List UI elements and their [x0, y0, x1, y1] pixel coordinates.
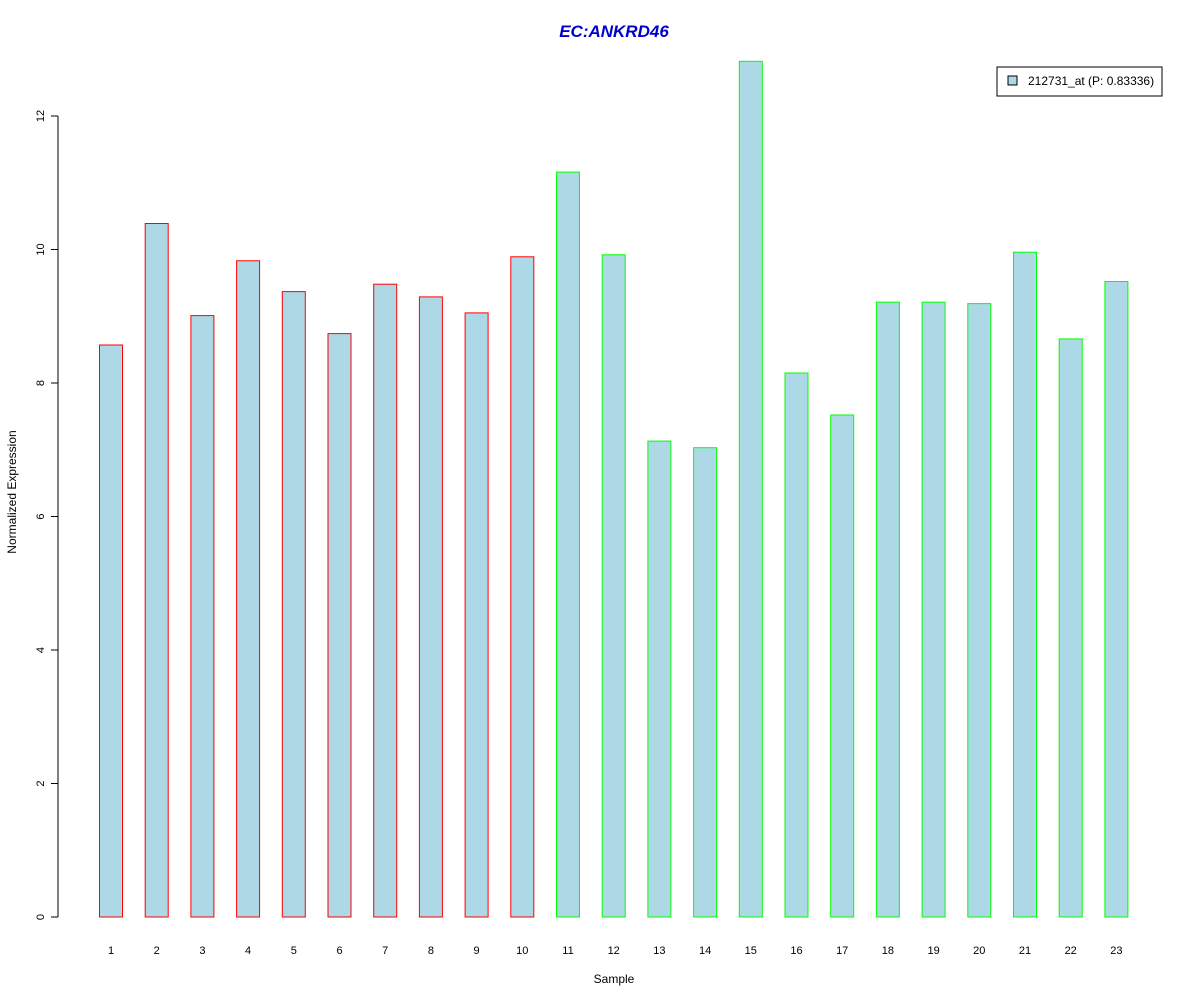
bar-sample-21	[1013, 251, 1037, 918]
bar-sample-5	[281, 291, 306, 918]
x-tick-label: 18	[882, 945, 894, 957]
bar-sample-4	[236, 260, 261, 918]
bar-sample-19	[921, 301, 946, 918]
y-tick-label: 8	[35, 380, 47, 386]
x-tick-label: 10	[516, 945, 528, 957]
x-tick-label: 22	[1065, 945, 1077, 957]
x-tick-label: 9	[474, 945, 480, 957]
bar-sample-22	[1058, 338, 1083, 918]
y-tick-label: 10	[35, 243, 47, 255]
bar-sample-3	[190, 315, 215, 918]
y-axis: 0 2 4 6 8 10 12	[35, 110, 59, 920]
bar-sample-15	[738, 60, 763, 918]
bar-sample-16	[784, 372, 809, 918]
x-tick-label: 2	[154, 945, 160, 957]
y-tick-label: 2	[35, 780, 47, 786]
legend-label: 212731_at (P: 0.83336)	[1028, 74, 1154, 88]
x-tick-label: 13	[653, 945, 665, 957]
x-tick-label: 6	[336, 945, 342, 957]
x-tick-labels: 1 2 3 4 5 6 7 8 9 10 11 12 13 14 15 16 17 18 19 20 21 22 23	[108, 945, 1123, 957]
bar-sample-8	[418, 296, 443, 918]
bar-sample-20	[967, 303, 992, 918]
bar-sample-9	[464, 312, 489, 918]
bar-sample-12	[601, 254, 626, 918]
bar-sample-17	[830, 414, 855, 918]
bar-sample-7	[373, 283, 398, 918]
legend-box	[996, 66, 1163, 97]
bar-sample-6	[327, 333, 352, 918]
bar-sample-2	[144, 223, 169, 918]
bars-group	[99, 60, 1129, 918]
y-axis-label: Normalized Expression	[5, 430, 19, 553]
x-tick-label: 11	[562, 945, 573, 957]
bar-sample-23	[1104, 281, 1129, 918]
x-tick-label: 1	[108, 945, 114, 957]
x-tick-label: 21	[1019, 945, 1031, 957]
x-tick-label: 19	[927, 945, 939, 957]
x-tick-label: 17	[836, 945, 848, 957]
y-tick-label: 6	[35, 513, 47, 519]
legend-swatch	[1007, 75, 1018, 86]
bar-sample-1	[99, 344, 123, 918]
x-tick-label: 12	[608, 945, 620, 957]
x-axis-label: Sample	[594, 972, 635, 986]
x-tick-label: 14	[699, 945, 711, 957]
x-tick-label: 4	[245, 945, 251, 957]
bar-sample-14	[693, 447, 718, 918]
x-tick-label: 16	[790, 945, 802, 957]
y-tick-label: 4	[35, 647, 47, 653]
y-tick-label: 0	[35, 914, 47, 920]
bar-sample-18	[875, 301, 900, 918]
bar-sample-10	[510, 256, 535, 918]
x-tick-label: 23	[1110, 945, 1122, 957]
x-tick-label: 7	[382, 945, 388, 957]
chart-title: EC:ANKRD46	[559, 22, 669, 41]
x-tick-label: 3	[199, 945, 205, 957]
legend: 212731_at (P: 0.83336)	[996, 66, 1163, 97]
x-tick-label: 8	[428, 945, 434, 957]
x-tick-label: 5	[291, 945, 297, 957]
bar-sample-11	[556, 171, 580, 918]
y-tick-label: 12	[35, 110, 47, 122]
x-tick-label: 15	[745, 945, 757, 957]
bar-sample-13	[647, 440, 672, 918]
x-tick-label: 20	[973, 945, 985, 957]
